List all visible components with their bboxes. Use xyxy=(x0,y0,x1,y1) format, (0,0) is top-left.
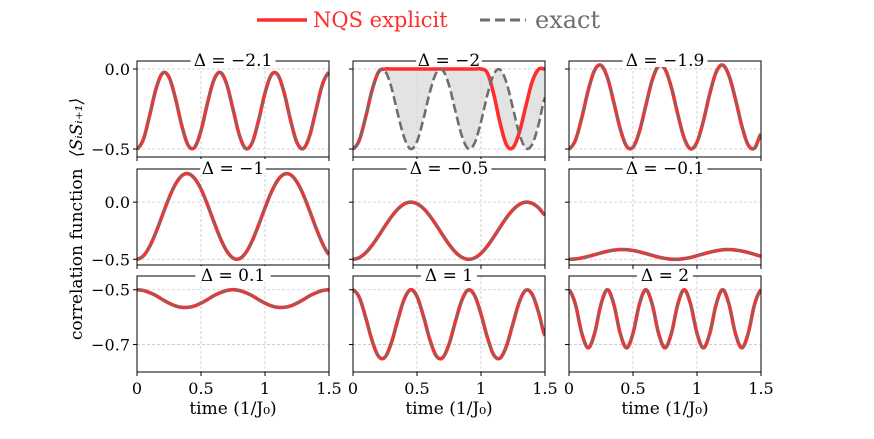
title-background xyxy=(622,159,708,175)
x-tick-label: 0 xyxy=(348,379,358,398)
series-group xyxy=(569,287,761,350)
subplot-title: Δ = −0.1 xyxy=(626,159,705,179)
y-tick-label: −0.5 xyxy=(91,281,130,300)
subplot-9: 0 0.5 1 1.5 time (1/J₀) Δ = 2 xyxy=(564,266,774,419)
subplot-title: Δ = −0.5 xyxy=(410,159,489,179)
title-background xyxy=(200,159,266,175)
series-group xyxy=(353,66,545,151)
nqs-series-line xyxy=(569,63,761,151)
x-tick-label: 0.5 xyxy=(188,379,213,398)
series-group xyxy=(353,287,545,361)
fill-between-area xyxy=(353,68,545,150)
x-axis-label: time (1/J₀) xyxy=(621,399,708,419)
subplot-4: 0.0 −0.5 Δ = −1 xyxy=(91,159,330,269)
subplot-title: Δ = 1 xyxy=(425,266,473,286)
subplot-title: Δ = 0.1 xyxy=(201,266,265,286)
subplot-6: Δ = −0.1 xyxy=(565,159,762,269)
subplot-title: Δ = −1 xyxy=(202,159,264,179)
subplot-2: Δ = −2 xyxy=(349,51,546,161)
nqs-series-line xyxy=(353,287,545,361)
panels: 0.0 −0.5 Δ = −2.1 Δ = −2 Δ = −1.9 0.0 −0.5 Δ = … xyxy=(91,51,774,419)
y-tick-label: −0.7 xyxy=(91,336,130,355)
x-tick-label: 1.5 xyxy=(532,379,557,398)
y-tick-label: −0.5 xyxy=(91,250,130,269)
subplot-title: Δ = −2 xyxy=(418,51,480,71)
exact-series-line xyxy=(569,63,761,151)
subplot-7: 0 0.5 1 1.5 −0.5 −0.7 time (1/J₀) Δ = 0.1 xyxy=(91,266,342,419)
nqs-series-line xyxy=(137,287,329,310)
exact-series-line xyxy=(137,172,329,261)
y-tick-label: 0.0 xyxy=(105,60,130,79)
axes-frame xyxy=(352,168,546,266)
exact-series-line xyxy=(569,288,761,350)
x-tick-label: 0.5 xyxy=(620,379,645,398)
subplot-3: Δ = −1.9 xyxy=(565,51,762,161)
x-tick-label: 1.5 xyxy=(748,379,773,398)
x-tick-label: 0.5 xyxy=(404,379,429,398)
series-group xyxy=(137,287,329,310)
subplot-title: Δ = −2.1 xyxy=(194,51,273,71)
series-group xyxy=(137,171,329,262)
title-background xyxy=(637,266,693,282)
exact-series-line xyxy=(353,201,545,261)
x-axis-label: time (1/J₀) xyxy=(405,399,492,419)
subplot-title: Δ = −1.9 xyxy=(626,51,705,71)
y-tick-label: 0.0 xyxy=(105,193,130,212)
title-background xyxy=(195,266,271,282)
title-background xyxy=(190,51,276,67)
exact-series-line xyxy=(137,288,329,309)
legend: NQS explicit exact xyxy=(257,6,600,34)
axes-frame xyxy=(568,60,762,158)
x-tick-label: 0 xyxy=(564,379,574,398)
legend-exact-label: exact xyxy=(535,6,600,34)
title-background xyxy=(406,159,492,175)
x-tick-label: 1 xyxy=(260,379,270,398)
x-tick-label: 1.5 xyxy=(316,379,341,398)
title-background xyxy=(416,51,482,67)
y-tick-label: −0.5 xyxy=(91,140,130,159)
y-axis-label-expr: ⟨SᵢSᵢ₊₁⟩ xyxy=(67,98,87,157)
y-axis-label-text: correlation function xyxy=(67,168,87,340)
series-group xyxy=(569,63,761,151)
title-background xyxy=(622,51,708,67)
axes-frame xyxy=(136,168,330,266)
series-group xyxy=(569,247,761,262)
exact-series-line xyxy=(353,67,545,151)
exact-series-line xyxy=(137,71,329,150)
title-background xyxy=(421,266,477,282)
x-tick-label: 1 xyxy=(476,379,486,398)
exact-series-line xyxy=(353,288,545,360)
legend-nqs-label: NQS explicit xyxy=(313,8,448,32)
y-axis-label: correlation function ⟨SᵢSᵢ₊₁⟩ xyxy=(67,98,87,340)
subplot-5: Δ = −0.5 xyxy=(349,159,546,269)
series-group xyxy=(353,200,545,262)
series-group xyxy=(137,70,329,151)
subplot-8: 0 0.5 1 1.5 time (1/J₀) Δ = 1 xyxy=(348,266,558,419)
subplot-1: 0.0 −0.5 Δ = −2.1 xyxy=(91,51,330,161)
exact-series-line xyxy=(569,248,761,261)
x-tick-label: 1 xyxy=(692,379,702,398)
x-axis-label: time (1/J₀) xyxy=(189,399,276,419)
nqs-series-line xyxy=(353,66,545,151)
x-tick-label: 0 xyxy=(132,379,142,398)
subplot-title: Δ = 2 xyxy=(641,266,689,286)
